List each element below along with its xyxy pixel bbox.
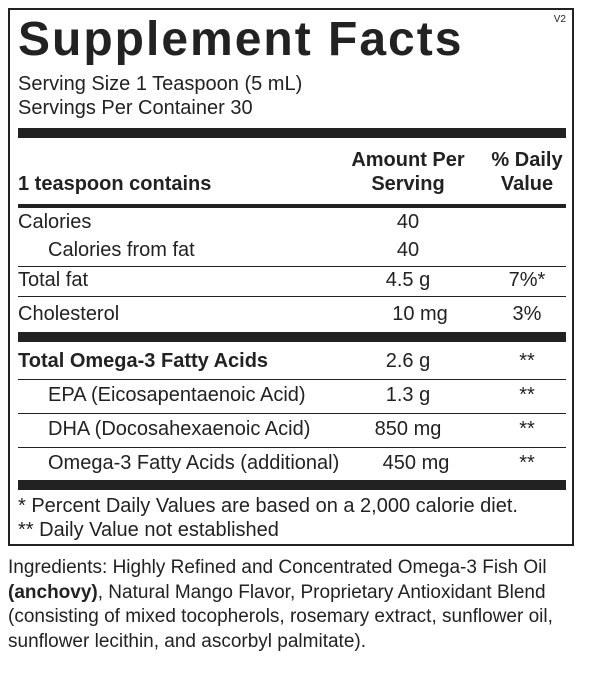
row-daily-value: ** (519, 452, 535, 474)
row-name: Total Omega-3 Fatty Acids (18, 350, 269, 372)
row-name: Omega-3 Fatty Acids (additional) (48, 452, 340, 474)
row-name: Total fat (18, 269, 89, 291)
row-daily-value: ** (519, 350, 535, 372)
thick-divider-top (18, 128, 566, 138)
row-divider (18, 413, 566, 414)
thick-divider-middle (18, 332, 566, 342)
servings-per-container: Servings Per Container 30 (18, 97, 253, 119)
row-daily-value: ** (519, 384, 535, 406)
row-amount: 10 mg (392, 303, 448, 325)
row-amount: 450 mg (382, 452, 450, 474)
row-divider (18, 296, 566, 297)
row-amount: 850 mg (374, 418, 442, 440)
column-header-contains: 1 teaspoon contains (18, 173, 212, 195)
row-name: Cholesterol (18, 303, 120, 325)
header-divider (18, 204, 566, 208)
column-header-dv-1: % Daily (491, 149, 563, 171)
row-daily-value: 3% (512, 303, 542, 325)
row-amount: 40 (396, 239, 420, 261)
row-amount: 40 (396, 211, 420, 233)
column-header-dv-2: Value (500, 173, 554, 195)
row-amount: 4.5 g (385, 269, 431, 291)
row-amount: 2.6 g (385, 350, 431, 372)
row-divider (18, 447, 566, 448)
row-name: EPA (Eicosapentaenoic Acid) (48, 384, 306, 406)
row-daily-value: 7%* (508, 269, 546, 291)
version-label: V2 (553, 14, 566, 25)
row-divider (18, 266, 566, 267)
row-divider (18, 379, 566, 380)
column-header-amount-2: Serving (371, 173, 445, 195)
ingredients-suffix: , Natural Mango Flavor, Proprietary Anti… (8, 581, 553, 652)
panel-title: Supplement Facts (18, 13, 464, 66)
thick-divider-bottom (18, 480, 566, 490)
row-name: Calories (18, 211, 92, 233)
row-name: DHA (Docosahexaenoic Acid) (48, 418, 311, 440)
footnote-not-established: ** Daily Value not established (18, 519, 279, 541)
row-amount: 1.3 g (385, 384, 431, 406)
ingredients-text: Ingredients: Highly Refined and Concentr… (8, 556, 584, 654)
row-daily-value: ** (519, 418, 535, 440)
footnote-percent-daily-value: * Percent Daily Values are based on a 2,… (18, 495, 518, 517)
serving-size: Serving Size 1 Teaspoon (5 mL) (18, 73, 303, 95)
supplement-facts-panel: Supplement Facts V2 Serving Size 1 Teasp… (8, 8, 574, 546)
ingredients-prefix: Ingredients: Highly Refined and Concentr… (8, 557, 547, 578)
ingredients-bold: (anchovy) (8, 581, 98, 603)
column-header-amount-1: Amount Per (351, 149, 465, 171)
row-name: Calories from fat (48, 239, 195, 261)
